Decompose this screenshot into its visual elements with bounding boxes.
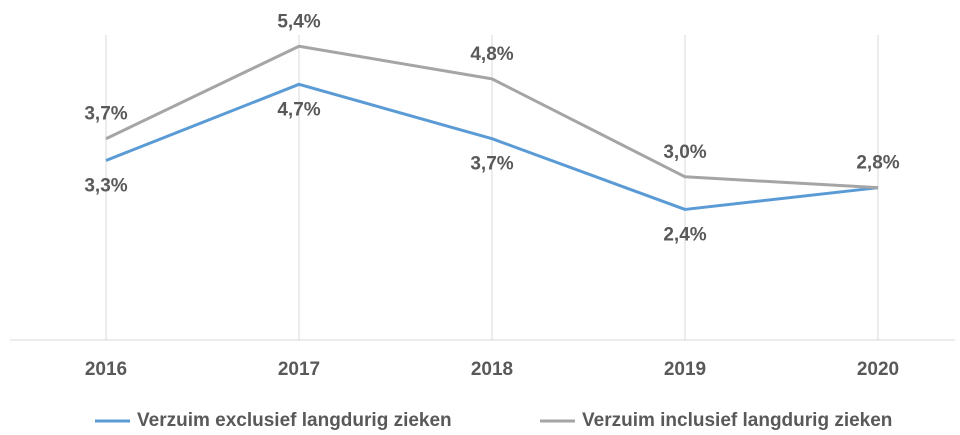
x-tick-label: 2019	[664, 359, 706, 380]
data-label: 3,7%	[470, 154, 513, 175]
data-label: 3,3%	[84, 175, 127, 196]
data-label: 4,8%	[470, 44, 513, 65]
data-label: 4,7%	[277, 99, 320, 120]
x-tick-label: 2020	[857, 359, 899, 380]
data-label: 2,8%	[856, 153, 899, 174]
data-label: 5,4%	[277, 11, 320, 32]
data-label: 3,0%	[663, 142, 706, 163]
data-label: 3,7%	[84, 104, 127, 125]
series-line	[105, 44, 879, 190]
x-tick-label: 2017	[278, 359, 320, 380]
legend-label: Verzuim exclusief langdurig zieken	[137, 410, 452, 431]
x-tick-label: 2016	[85, 359, 127, 380]
legend-label: Verzuim inclusief langdurig zieken	[582, 410, 892, 431]
data-label: 2,4%	[663, 224, 706, 245]
series-line	[105, 82, 879, 211]
x-tick-label: 2018	[471, 359, 513, 380]
